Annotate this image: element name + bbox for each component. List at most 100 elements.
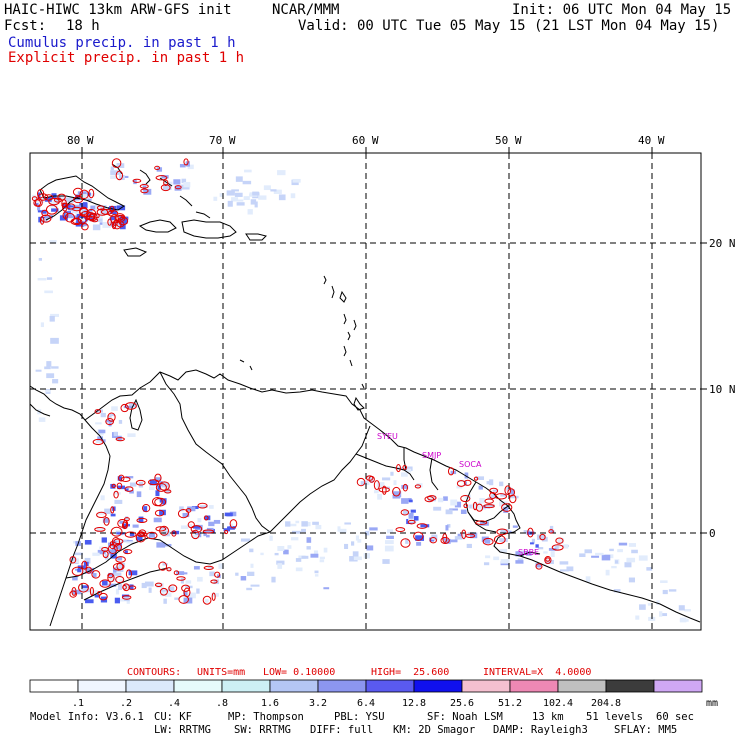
- explicit-precip-contour: [61, 199, 67, 208]
- cumulus-precip-cell: [456, 485, 463, 489]
- explicit-precip-contour: [416, 523, 428, 529]
- cumulus-precip-cell: [51, 208, 59, 212]
- explicit-precip-contour: [62, 211, 69, 219]
- cumulus-precip-cell: [631, 549, 638, 554]
- explicit-precip-contour: [174, 185, 182, 190]
- cumulus-precip-cell: [208, 505, 214, 509]
- cumulus-precip-cell: [81, 588, 91, 593]
- cumulus-precip-cell: [129, 490, 134, 494]
- cumulus-precip-cell: [339, 528, 347, 534]
- explicit-precip-contour: [94, 409, 102, 414]
- cumulus-precip-cell: [101, 439, 106, 443]
- cumulus-precip-cell: [406, 468, 412, 473]
- cumulus-precip-cell: [559, 569, 569, 572]
- cumulus-precip-cell: [273, 189, 282, 194]
- cumulus-precip-cell: [92, 573, 97, 578]
- explicit-precip-contour: [424, 496, 435, 503]
- cumulus-precip-cell: [102, 518, 110, 523]
- explicit-precip-contour: [91, 218, 99, 223]
- explicit-precip-contour: [373, 480, 380, 491]
- cumulus-precip-cell: [492, 489, 499, 492]
- explicit-precip-contour: [378, 487, 390, 493]
- cumulus-precip-cell: [530, 542, 534, 545]
- cumulus-precip-cell: [95, 409, 103, 413]
- cumulus-precip-cell: [384, 540, 394, 545]
- cumulus-precip-cell: [50, 313, 60, 317]
- contours-units: UNITS=mm: [197, 667, 246, 678]
- cumulus-precip-cell: [509, 489, 515, 495]
- explicit-precip-contour: [70, 218, 83, 226]
- cumulus-precip-cell: [520, 550, 528, 554]
- cumulus-precip-cell: [213, 579, 219, 585]
- explicit-precip-contour: [203, 515, 209, 521]
- cumulus-precip-cell: [81, 568, 87, 574]
- cumulus-precip-cell: [200, 505, 208, 508]
- cumulus-precip-cell: [89, 213, 97, 218]
- cumulus-precip-cell: [117, 476, 122, 481]
- cumulus-precip-cell: [499, 481, 504, 487]
- explicit-precip-contour: [96, 511, 107, 519]
- cumulus-precip-cell: [138, 534, 143, 541]
- explicit-precip-contour: [85, 566, 92, 574]
- cumulus-precip-cell: [536, 534, 546, 540]
- cumulus-precip-cell: [101, 537, 107, 543]
- cumulus-precip-cell: [99, 546, 104, 550]
- map-frame: [29, 152, 702, 631]
- explicit-precip-layer: [31, 158, 564, 605]
- cumulus-precip-cell: [408, 499, 413, 503]
- model-info-res: 13 km: [532, 711, 564, 723]
- cumulus-precip-cell: [136, 491, 142, 498]
- cumulus-precip-cell: [94, 594, 99, 598]
- cumulus-precip-cell: [206, 527, 214, 534]
- cumulus-precip-cell: [254, 201, 258, 208]
- colorbar-swatch: [317, 679, 367, 693]
- explicit-precip-contour: [548, 529, 554, 534]
- cumulus-precip-cell: [403, 510, 410, 515]
- cumulus-precip-cell: [110, 513, 116, 517]
- cumulus-precip-cell: [250, 199, 257, 205]
- cumulus-precip-cell: [159, 509, 166, 516]
- cumulus-precip-cell: [213, 196, 218, 201]
- cumulus-precip-cell: [224, 512, 233, 517]
- cumulus-precip-cell: [179, 506, 184, 512]
- cumulus-precip-cell: [486, 481, 493, 485]
- colorbar-level-label: 25.6: [450, 698, 474, 709]
- explicit-precip-contour: [392, 486, 401, 497]
- model-info-diff: DIFF: full: [310, 724, 374, 736]
- cumulus-precip-cell: [344, 522, 351, 525]
- cumulus-precip-cell: [117, 556, 123, 561]
- explicit-precip-contour: [183, 158, 189, 166]
- cumulus-precip-cell: [41, 218, 48, 223]
- cumulus-precip-cell: [450, 499, 458, 506]
- explicit-precip-contour: [202, 529, 215, 534]
- cumulus-precip-cell: [646, 567, 653, 571]
- cumulus-precip-cell: [218, 563, 224, 569]
- colorbar-swatch: [605, 679, 655, 693]
- cumulus-precip-cell: [638, 555, 648, 561]
- cumulus-precip-cell: [119, 520, 124, 524]
- cumulus-precip-cell: [87, 198, 92, 201]
- cumulus-precip-cell: [401, 484, 409, 489]
- cumulus-precip-cell: [33, 197, 42, 204]
- colorbar-swatch: [365, 679, 415, 693]
- explicit-precip-contour: [117, 519, 128, 528]
- cumulus-precip-cell: [98, 511, 105, 515]
- model-info-cu: CU: KF: [154, 711, 192, 723]
- cumulus-precip-cell: [319, 556, 325, 560]
- explicit-precip-contour: [472, 501, 478, 511]
- cumulus-precip-cell: [531, 538, 536, 544]
- colorbar: .1.2.4.8 1.6 3.2 6.4 12.8 25.6 51.2 102.4 204.8 …: [29, 679, 718, 709]
- cumulus-precip-cell: [415, 535, 425, 541]
- cumulus-precip-cell: [107, 415, 112, 418]
- cumulus-precip-cell: [357, 539, 362, 543]
- explicit-precip-contour: [440, 536, 450, 544]
- cumulus-precip-cell: [162, 530, 170, 537]
- cumulus-precip-cell: [365, 530, 370, 536]
- cumulus-precip-cell: [384, 545, 394, 552]
- cumulus-precip-cell: [161, 589, 170, 592]
- cumulus-precip-cell: [204, 599, 209, 603]
- model-info-damp: DAMP: Rayleigh3: [493, 724, 588, 736]
- cumulus-precip-cell: [90, 205, 98, 210]
- cumulus-precip-cell: [416, 541, 422, 546]
